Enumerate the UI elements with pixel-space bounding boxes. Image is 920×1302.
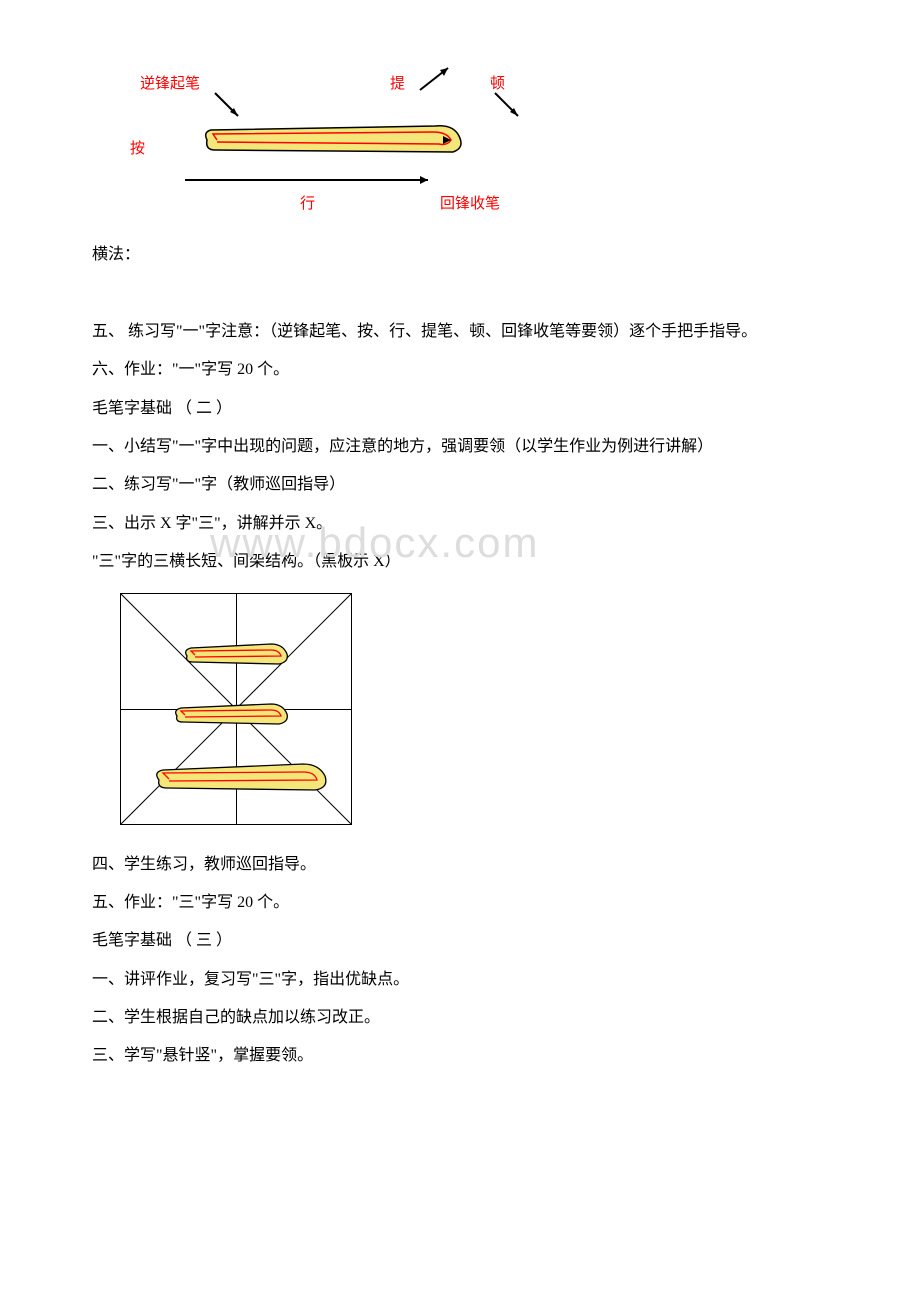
heng-stroke-diagram: 逆锋起笔 提 顿 按 行 回锋收笔	[120, 60, 580, 220]
subtitle-3: 毛笔字基础 （ 三 ）	[60, 926, 860, 956]
arrow-ti	[410, 60, 460, 100]
arrow-dun	[490, 88, 530, 128]
label-huifeng: 回锋收笔	[440, 190, 500, 219]
san-strokes	[121, 594, 351, 824]
subtitle-2: 毛笔字基础 （ 二 ）	[60, 394, 860, 424]
san-grid-diagram	[120, 593, 352, 825]
heng-fa-label: 横法：	[60, 240, 860, 270]
s3-item-2: 二、学生根据自己的缺点加以练习改正。	[60, 1003, 860, 1033]
label-nifeng: 逆锋起笔	[140, 70, 200, 99]
s2-item-1: 一、小结写"一"字中出现的问题，应注意的地方，强调要领（以学生作业为例进行讲解）	[60, 432, 860, 462]
s2-item-3: 三、出示 X 字"三"，讲解并示 X。	[60, 509, 860, 539]
label-ti: 提	[390, 70, 405, 99]
heng-stroke-shape	[195, 120, 475, 173]
s2-item-4: 四、学生练习，教师巡回指导。	[60, 850, 860, 880]
s3-item-1: 一、讲评作业，复习写"三"字，指出优缺点。	[60, 965, 860, 995]
section-5: 五、 练习写"一"字注意：（逆锋起笔、按、行、提笔、顿、回锋收笔等要领）逐个手把…	[60, 317, 860, 347]
s2-item-3b: "三"字的三横长短、间架结构。（黑板示 X）	[60, 547, 860, 577]
label-xing: 行	[300, 190, 315, 219]
s2-item-5: 五、作业："三"字写 20 个。	[60, 888, 860, 918]
s3-item-3: 三、学写"悬针竖"，掌握要领。	[60, 1041, 860, 1071]
section-6: 六、作业："一"字写 20 个。	[60, 355, 860, 385]
s2-item-2: 二、练习写"一"字（教师巡回指导）	[60, 470, 860, 500]
label-an: 按	[130, 135, 145, 164]
